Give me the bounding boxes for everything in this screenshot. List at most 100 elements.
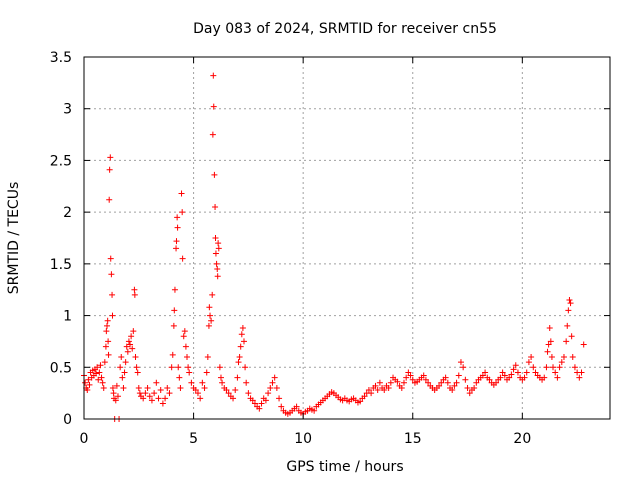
y-tick-label: 1.5: [50, 257, 72, 273]
data-point: [422, 376, 429, 383]
data-point: [242, 364, 249, 371]
y-tick-label: 2.5: [50, 153, 72, 169]
data-point: [571, 364, 578, 371]
data-point: [219, 379, 226, 386]
data-point: [182, 343, 189, 350]
data-point: [532, 369, 539, 376]
data-point: [106, 196, 113, 203]
data-point: [409, 376, 416, 383]
data-point: [180, 333, 187, 340]
data-point: [243, 379, 250, 386]
data-point: [547, 338, 554, 345]
data-point: [234, 374, 241, 381]
data-point: [564, 322, 571, 329]
data-point: [400, 379, 407, 386]
data-point: [179, 209, 186, 216]
data-point: [235, 359, 242, 366]
data-point: [525, 359, 532, 366]
data-point: [269, 379, 276, 386]
data-point: [128, 333, 135, 340]
data-point: [201, 384, 208, 391]
data-point: [566, 297, 573, 304]
data-point: [136, 390, 143, 397]
data-point: [205, 322, 212, 329]
data-point: [240, 338, 247, 345]
data-point: [580, 341, 587, 348]
data-point: [108, 271, 115, 278]
data-point: [499, 369, 506, 376]
data-point: [203, 369, 210, 376]
data-point: [311, 407, 318, 414]
data-point: [530, 364, 537, 371]
data-point: [385, 384, 392, 391]
data-point: [512, 362, 519, 369]
data-point: [84, 387, 91, 394]
data-point: [451, 382, 458, 389]
data-point: [97, 362, 104, 369]
data-point: [462, 376, 469, 383]
data-point: [117, 364, 124, 371]
data-point: [425, 379, 432, 386]
data-point: [403, 374, 410, 381]
data-point: [473, 379, 480, 386]
data-point: [215, 240, 222, 247]
data-point: [179, 255, 186, 262]
data-point: [109, 384, 116, 391]
data-point: [514, 369, 521, 376]
data-point: [151, 390, 158, 397]
data-point: [98, 374, 105, 381]
data-point: [262, 397, 269, 404]
data-point: [258, 400, 265, 407]
data-point: [127, 341, 134, 348]
data-point: [140, 395, 147, 402]
data-point: [153, 379, 160, 386]
data-point: [110, 390, 117, 397]
data-point: [372, 382, 379, 389]
data-point: [449, 387, 456, 394]
data-point: [236, 353, 243, 360]
data-point: [164, 384, 171, 391]
x-tick-label: 5: [189, 431, 198, 447]
data-point: [556, 364, 563, 371]
data-point: [365, 387, 372, 394]
data-point: [455, 372, 462, 379]
data-point: [186, 369, 193, 376]
data-point: [159, 400, 166, 407]
data-point: [230, 395, 237, 402]
data-point: [94, 364, 101, 371]
x-tick-label: 15: [404, 431, 422, 447]
data-point: [112, 397, 119, 404]
data-point: [216, 364, 223, 371]
data-point: [188, 379, 195, 386]
data-point: [181, 328, 188, 335]
data-point: [238, 331, 245, 338]
data-point: [225, 390, 232, 397]
data-point: [376, 379, 383, 386]
data-point: [442, 374, 449, 381]
data-point: [175, 364, 182, 371]
data-point: [208, 317, 215, 324]
data-point: [212, 250, 219, 257]
data-point: [545, 341, 552, 348]
data-point: [144, 384, 151, 391]
data-point: [569, 353, 576, 360]
data-point: [453, 379, 460, 386]
data-point: [265, 390, 272, 397]
data-point: [107, 154, 114, 161]
data-point: [293, 403, 300, 410]
data-point: [157, 387, 164, 394]
x-tick-label: 20: [513, 431, 531, 447]
chart-title: Day 083 of 2024, SRMTID for receiver cn5…: [193, 21, 497, 37]
data-point: [546, 324, 553, 331]
data-point: [131, 291, 138, 298]
data-point: [249, 397, 256, 404]
data-point: [486, 376, 493, 383]
data-point: [171, 307, 178, 314]
data-point: [523, 369, 530, 376]
data-point: [109, 291, 116, 298]
data-point: [374, 387, 381, 394]
data-point: [544, 348, 551, 355]
data-point: [267, 384, 274, 391]
data-point: [178, 190, 185, 197]
x-tick-label: 0: [80, 431, 89, 447]
